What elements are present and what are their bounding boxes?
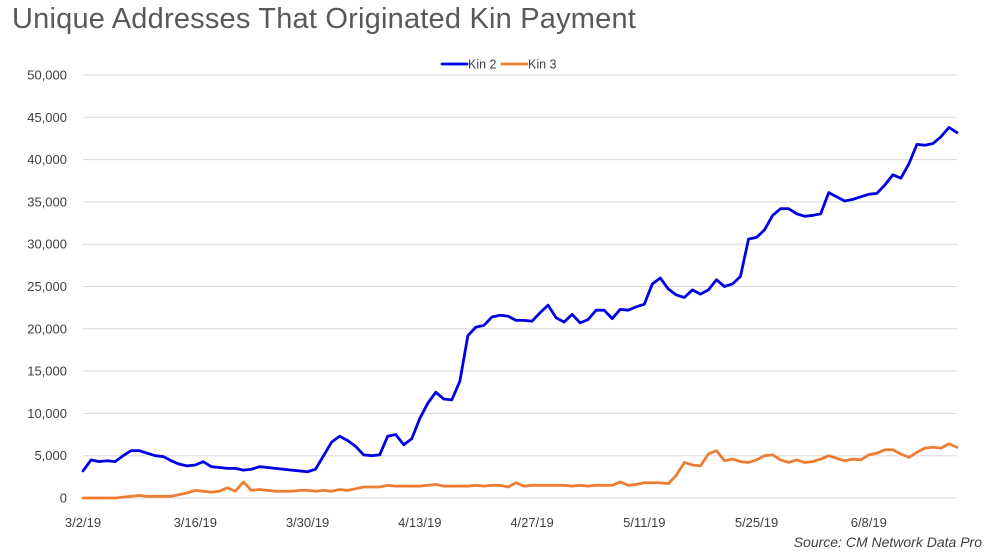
legend: Kin 2 Kin 3 (440, 58, 557, 72)
y-tick-label: 5,000 (34, 448, 67, 463)
source-note: Source: CM Network Data Pro (793, 534, 982, 550)
y-tick-label: 15,000 (27, 364, 67, 379)
x-tick-label: 5/25/19 (735, 515, 778, 530)
x-tick-label: 5/11/19 (623, 515, 665, 530)
series-line-kin-2 (81, 126, 959, 474)
y-tick-label: 25,000 (27, 279, 67, 294)
y-tick-label: 30,000 (27, 237, 67, 252)
y-tick-label: 10,000 (27, 406, 67, 421)
chart-title: Unique Addresses That Originated Kin Pay… (12, 3, 637, 35)
legend-item: Kin 3 (500, 58, 557, 72)
y-tick-label: 50,000 (27, 68, 67, 83)
x-axis: 3/2/19 3/16/19 3/30/19 4/13/19 4/27/19 5/11/1… (65, 515, 887, 530)
legend-label: Kin 2 (468, 58, 497, 72)
x-tick-label: 6/8/19 (851, 515, 887, 530)
series-lines (81, 126, 959, 500)
legend-item: Kin 2 (440, 58, 497, 72)
x-tick-label: 3/2/19 (65, 515, 101, 530)
y-tick-label: 40,000 (27, 152, 67, 167)
x-tick-label: 3/16/19 (174, 515, 217, 530)
y-axis: 0 5,000 10,000 15,000 20,000 25,000 30,000 35,0… (27, 68, 67, 506)
y-tick-label: 45,000 (27, 110, 67, 125)
x-tick-label: 4/13/19 (398, 515, 441, 530)
y-tick-label: 0 (60, 491, 67, 506)
y-tick-label: 35,000 (27, 194, 67, 209)
series-line-kin-3 (81, 442, 959, 500)
y-tick-label: 20,000 (27, 321, 67, 336)
x-tick-label: 4/27/19 (510, 515, 553, 530)
gridlines (83, 74, 957, 499)
x-tick-label: 3/30/19 (286, 515, 329, 530)
legend-label: Kin 3 (528, 58, 557, 72)
